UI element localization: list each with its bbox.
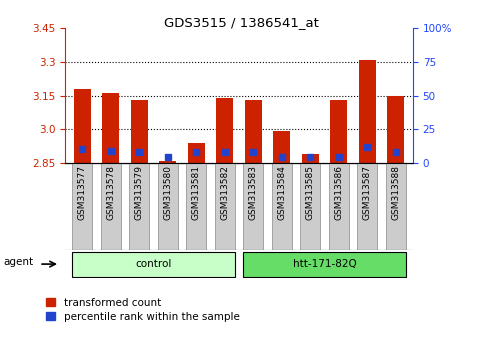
Text: GSM313583: GSM313583: [249, 165, 258, 221]
Text: control: control: [135, 259, 172, 269]
Text: GSM313579: GSM313579: [135, 165, 144, 221]
Bar: [243, 163, 263, 250]
Bar: [186, 163, 206, 250]
Bar: [245, 100, 262, 163]
Text: GDS3515 / 1386541_at: GDS3515 / 1386541_at: [164, 16, 319, 29]
Bar: [216, 98, 233, 163]
Bar: [387, 96, 404, 163]
Bar: [273, 131, 290, 163]
Bar: [302, 154, 319, 163]
Text: GSM313581: GSM313581: [192, 165, 201, 221]
Text: GSM313578: GSM313578: [106, 165, 115, 221]
Bar: [243, 252, 406, 276]
Bar: [158, 163, 178, 250]
Bar: [300, 163, 320, 250]
Text: htt-171-82Q: htt-171-82Q: [293, 259, 356, 269]
Bar: [129, 163, 149, 250]
Bar: [159, 161, 176, 163]
Bar: [386, 163, 406, 250]
Bar: [329, 163, 349, 250]
Bar: [330, 100, 347, 163]
Bar: [101, 163, 121, 250]
Text: GSM313586: GSM313586: [334, 165, 343, 221]
Bar: [72, 163, 92, 250]
Legend: transformed count, percentile rank within the sample: transformed count, percentile rank withi…: [44, 296, 242, 324]
Text: agent: agent: [3, 257, 33, 267]
Text: GSM313584: GSM313584: [277, 165, 286, 220]
Bar: [272, 163, 292, 250]
Text: GSM313585: GSM313585: [306, 165, 315, 221]
Bar: [359, 60, 376, 163]
Bar: [357, 163, 377, 250]
Text: GSM313580: GSM313580: [163, 165, 172, 221]
Bar: [215, 163, 235, 250]
Bar: [131, 100, 148, 163]
Text: GSM313587: GSM313587: [363, 165, 372, 221]
Text: GSM313582: GSM313582: [220, 165, 229, 220]
Text: GSM313577: GSM313577: [78, 165, 87, 221]
Bar: [74, 89, 91, 163]
Text: GSM313588: GSM313588: [391, 165, 400, 221]
Bar: [102, 93, 119, 163]
Bar: [188, 143, 205, 163]
Bar: [72, 252, 235, 276]
